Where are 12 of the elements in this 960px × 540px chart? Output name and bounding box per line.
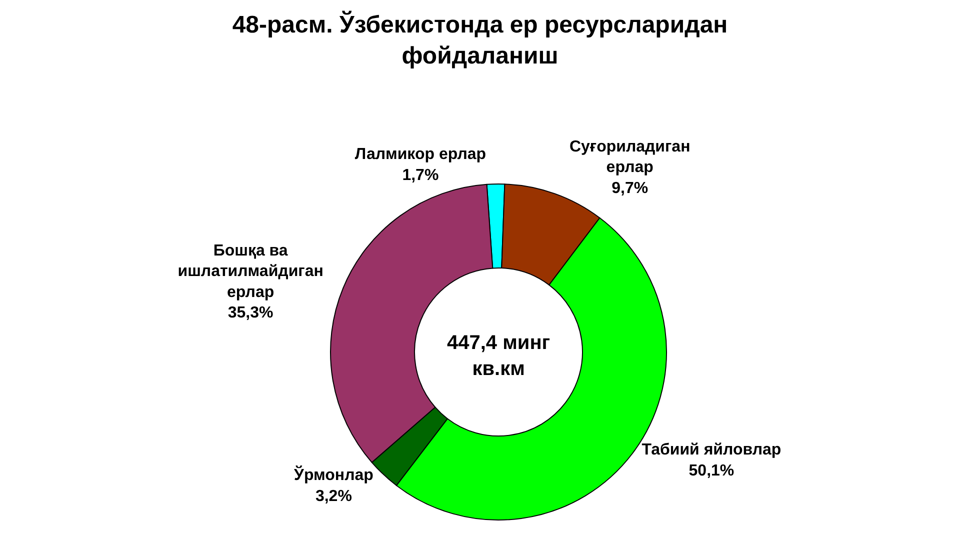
slice-label: Ўрмонлар xyxy=(292,465,374,484)
data-label: 1,7% xyxy=(402,167,439,184)
data-label: 35,3% xyxy=(228,304,274,322)
slice-label: Табиий яйловлар xyxy=(642,442,782,459)
slice-label: Суғориладиган ерлар xyxy=(569,138,690,176)
data-label: 3,2% xyxy=(315,488,352,506)
slice-label: Бошқа ва ишлатилмайдиган ерлар xyxy=(178,242,324,301)
text: 447,4 минг кв.км xyxy=(447,332,550,380)
slice-label: Лалмикор ерлар xyxy=(354,146,486,164)
data-label: 9,7% xyxy=(612,180,648,198)
data-label: 50,1% xyxy=(688,462,734,480)
chart-title: 48-расм. Ўзбекистонда ер ресурсларидан фойдаланиш xyxy=(232,10,728,70)
